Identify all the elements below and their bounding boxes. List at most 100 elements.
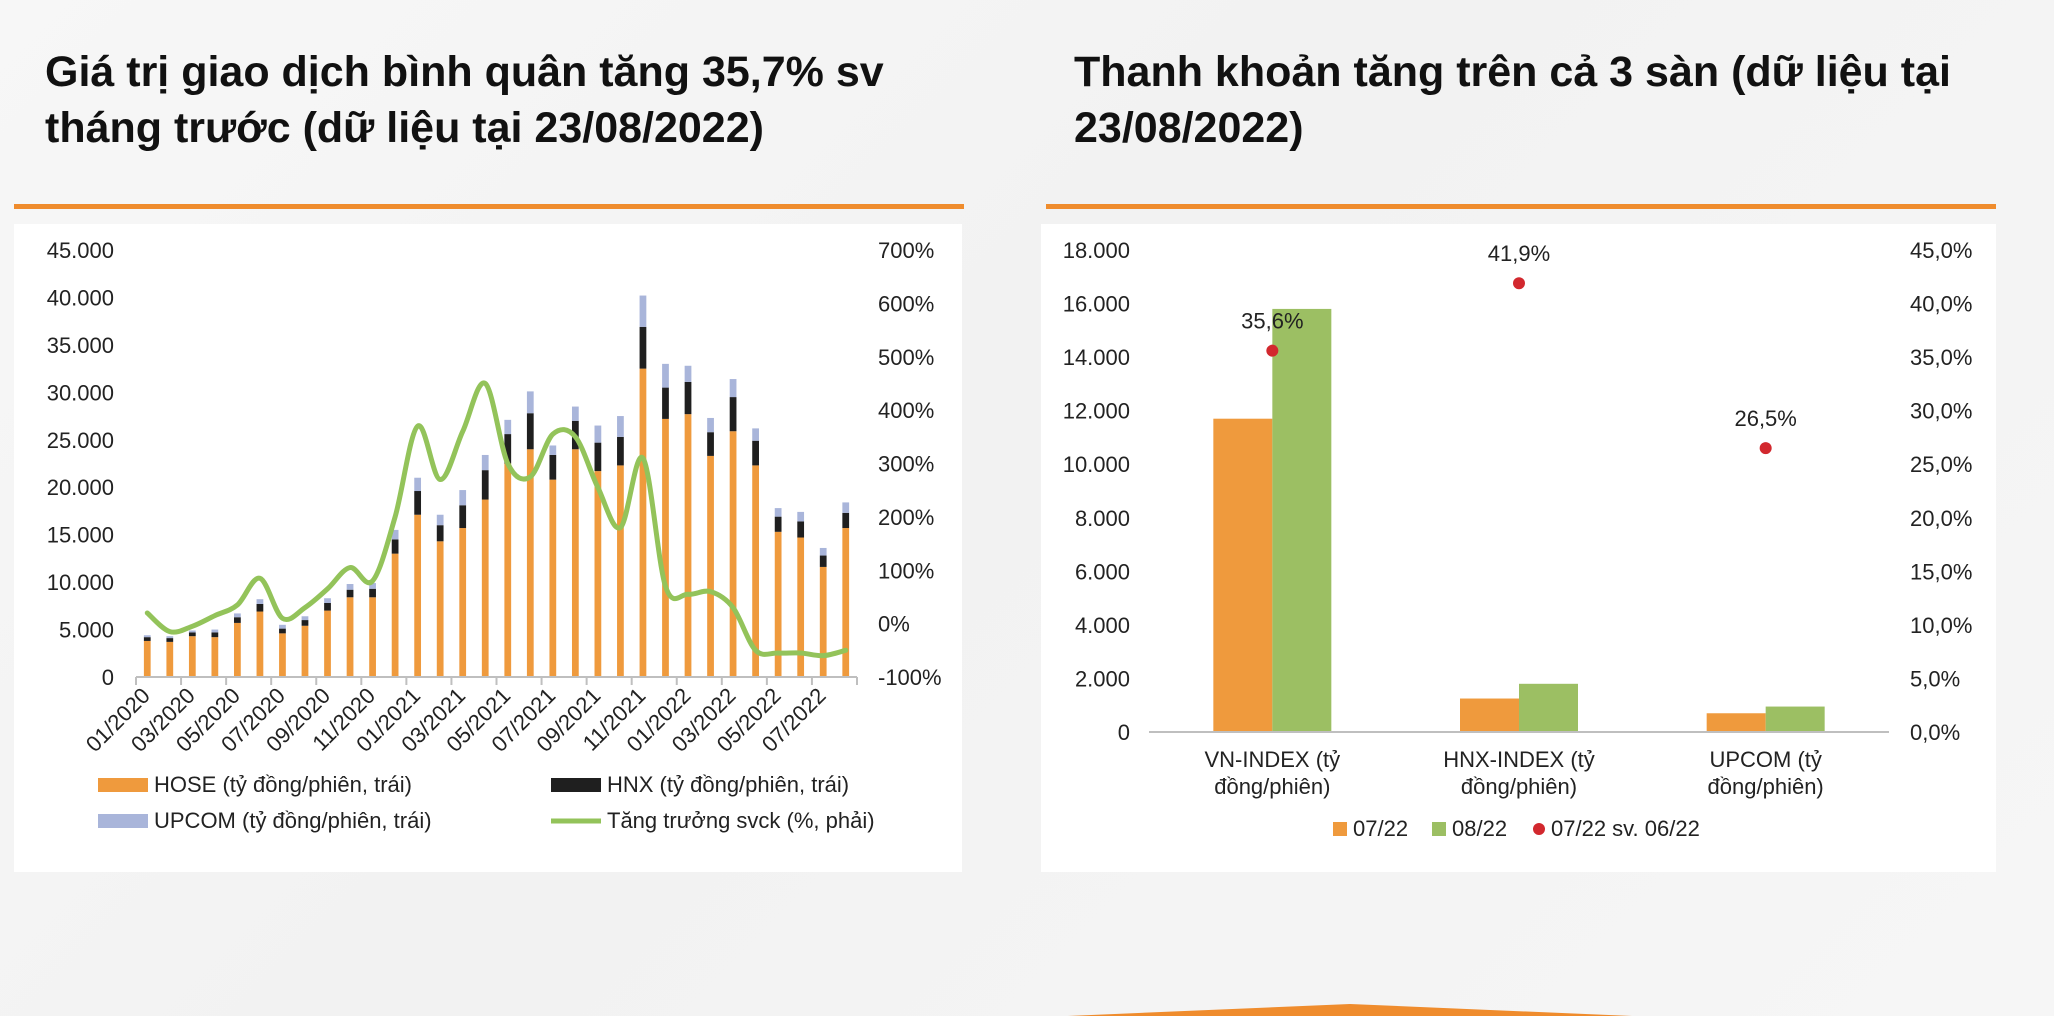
upcom-bar <box>639 295 647 327</box>
left-axis-tick-label: 15.000 <box>47 523 114 548</box>
legend-hnx-swatch <box>551 778 601 792</box>
upcom-bar <box>301 616 309 621</box>
upcom-bar <box>143 635 151 638</box>
upcom-bar <box>391 529 399 540</box>
right-axis-tick-label: 0% <box>878 612 910 637</box>
hose-bar <box>639 368 647 677</box>
hnx-bar <box>301 620 309 626</box>
right-axis-tick-label: 500% <box>878 345 934 370</box>
upcom-bar <box>436 514 444 526</box>
hose-bar <box>662 418 669 677</box>
hose-bar <box>166 641 174 677</box>
hnx-bar <box>188 632 196 637</box>
hnx-bar <box>774 516 782 532</box>
hnx-bar <box>211 632 219 638</box>
left-axis-tick-label: 8.000 <box>1075 506 1130 531</box>
upcom-bar <box>774 508 782 517</box>
legend-growth-swatch <box>1533 823 1545 835</box>
upcom-bar <box>662 363 669 388</box>
right-axis-tick-label: 15,0% <box>1910 559 1972 584</box>
upcom-bar <box>234 613 241 618</box>
hnx-bar <box>684 381 692 415</box>
legend-hose-swatch <box>98 778 148 792</box>
growth-data-label: 41,9% <box>1488 241 1550 266</box>
hnx-bar <box>526 413 534 450</box>
left-axis-tick-label: 20.000 <box>47 475 114 500</box>
bottom-decoration <box>1068 1004 1632 1016</box>
hose-bar <box>188 636 196 677</box>
upcom-bar <box>459 490 467 506</box>
right-axis-tick-label: 30,0% <box>1910 399 1972 424</box>
left-axis-tick-label: 5.000 <box>59 618 114 643</box>
right-axis-tick-label: 45,0% <box>1910 238 1972 263</box>
hose-bar <box>459 528 467 677</box>
right-chart-title: Thanh khoản tăng trên cả 3 sàn (dữ liệu … <box>1074 48 1951 152</box>
upcom-bar <box>346 584 354 590</box>
upcom-bar <box>188 630 196 633</box>
legend-growth-label: Tăng trưởng svck (%, phải) <box>607 808 875 833</box>
legend-08-22-swatch <box>1432 822 1446 836</box>
legend-upcom-label: UPCOM (tỷ đồng/phiên, trái) <box>154 808 432 833</box>
hose-bar <box>617 465 624 677</box>
upcom-bar <box>526 391 534 414</box>
right-axis-tick-label: 10,0% <box>1910 613 1972 638</box>
upcom-bar <box>594 425 602 443</box>
upcom-bar <box>729 379 737 398</box>
hnx-bar <box>166 638 174 642</box>
hnx-bar <box>234 617 241 623</box>
legend-07-22-label: 07/22 <box>1353 816 1408 841</box>
right-title-divider <box>1046 204 1996 209</box>
left-axis-tick-label: 14.000 <box>1063 345 1130 370</box>
hnx-bar <box>729 397 737 432</box>
hnx-bar <box>436 525 444 542</box>
upcom-bar <box>571 406 579 421</box>
hose-bar <box>256 611 264 677</box>
hose-bar <box>729 431 737 677</box>
hose-bar <box>819 566 827 677</box>
hnx-bar <box>391 539 399 554</box>
hose-bar <box>279 633 286 677</box>
right-axis-tick-label: 25,0% <box>1910 452 1972 477</box>
hnx-bar <box>504 434 512 464</box>
right-axis-tick-label: 600% <box>878 291 934 316</box>
bar-07-22 <box>1460 698 1519 732</box>
hnx-bar <box>256 603 264 612</box>
hnx-bar <box>797 521 805 538</box>
growth-point <box>1266 344 1279 357</box>
left-axis-tick-label: 18.000 <box>1063 238 1130 263</box>
hnx-bar <box>662 387 669 419</box>
trading-value-chart-panel: 45.000 40.000 35.000 30.000 25.000 20.000 15.0… <box>14 224 962 872</box>
hnx-bar <box>481 470 489 500</box>
left-axis-tick-label: 25.000 <box>47 428 114 453</box>
legend-08-22-label: 08/22 <box>1452 816 1507 841</box>
upcom-bar <box>279 624 286 629</box>
legend-growth-label: 07/22 sv. 06/22 <box>1551 816 1700 841</box>
upcom-bar <box>617 416 624 437</box>
hose-bar <box>752 465 759 677</box>
left-axis-tick-label: 6.000 <box>1075 559 1130 584</box>
hose-bar <box>842 528 850 677</box>
left-axis-tick-label: 12.000 <box>1063 399 1130 424</box>
x-axis-category-label: UPCOM (tỷ <box>1709 747 1821 772</box>
growth-point <box>1513 277 1525 290</box>
right-axis-tick-label: 20,0% <box>1910 506 1972 531</box>
upcom-bar <box>369 583 376 589</box>
hose-bar <box>143 640 151 677</box>
bar-08-22 <box>1765 706 1825 732</box>
upcom-bar <box>842 502 850 513</box>
hose-bar <box>774 531 782 677</box>
hose-bar <box>526 449 534 677</box>
left-axis-tick-label: 16.000 <box>1063 292 1130 317</box>
hose-bar <box>594 471 602 677</box>
bar-07-22 <box>1706 713 1766 732</box>
hose-bar <box>324 610 331 677</box>
hose-bar <box>436 541 444 677</box>
upcom-bar <box>819 547 827 556</box>
right-axis-tick-label: 400% <box>878 398 934 423</box>
growth-data-label: 35,6% <box>1241 309 1303 334</box>
x-axis-category-label: đồng/phiên) <box>1708 774 1824 799</box>
x-axis-category-label: VN-INDEX (tỷ <box>1204 747 1340 772</box>
hose-bar <box>481 499 489 677</box>
upcom-bar <box>504 419 512 435</box>
hnx-bar <box>707 432 714 456</box>
